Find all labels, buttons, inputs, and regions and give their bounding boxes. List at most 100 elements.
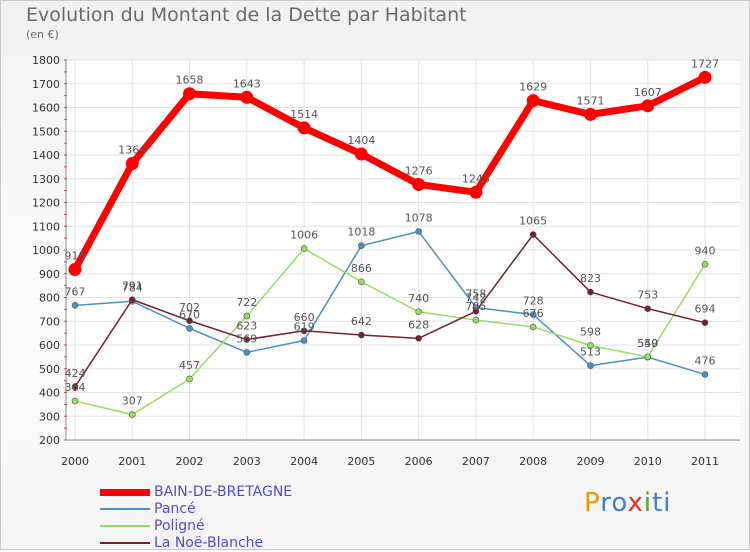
data-label: 1658 xyxy=(176,74,204,87)
data-point xyxy=(71,397,79,405)
data-label: 623 xyxy=(236,320,257,333)
y-tick-label: 400 xyxy=(39,387,60,400)
data-label: 364 xyxy=(65,381,86,394)
y-tick-label: 1500 xyxy=(32,125,60,138)
data-label: 1571 xyxy=(576,94,604,107)
legend-label: Poligné xyxy=(154,518,205,534)
data-label: 676 xyxy=(523,307,544,320)
data-label: 424 xyxy=(65,367,86,380)
data-point xyxy=(71,383,79,391)
data-label: 722 xyxy=(236,296,257,309)
data-label: 1006 xyxy=(290,229,318,242)
data-point xyxy=(412,177,426,191)
data-label: 705 xyxy=(465,300,486,313)
data-point xyxy=(701,319,709,326)
data-label: 1514 xyxy=(290,108,318,121)
data-label: 791 xyxy=(122,280,143,293)
data-point xyxy=(297,121,311,135)
y-tick-label: 800 xyxy=(39,292,60,305)
data-point xyxy=(529,323,537,331)
data-point xyxy=(186,317,193,325)
x-tick-label: 2003 xyxy=(233,455,261,468)
data-point xyxy=(240,90,254,104)
data-point xyxy=(358,278,365,286)
x-tick-label: 2006 xyxy=(405,455,433,468)
data-point xyxy=(125,157,139,171)
data-label: 740 xyxy=(408,292,429,305)
series-line xyxy=(74,233,706,388)
logo-letter: x xyxy=(627,488,644,518)
data-point xyxy=(186,325,193,332)
data-point xyxy=(68,262,82,276)
legend-swatch xyxy=(100,508,150,510)
data-point xyxy=(128,411,136,418)
data-point xyxy=(300,245,308,252)
data-label: 598 xyxy=(580,325,601,338)
chart-title: Evolution du Montant de la Dette par Hab… xyxy=(26,4,467,26)
data-label: 1404 xyxy=(347,134,375,147)
y-tick-label: 1200 xyxy=(32,197,60,210)
data-label: 694 xyxy=(695,303,716,316)
data-point xyxy=(529,311,537,318)
x-tick-label: 2009 xyxy=(576,455,604,468)
line-chart: 200 300 400 500 600 700 800 900 1000 1100 1200 1300… xyxy=(32,54,740,468)
y-tick-label: 200 xyxy=(39,434,60,447)
y-tick-label: 1600 xyxy=(32,102,60,115)
data-label: 550 xyxy=(637,337,658,350)
legend-label: La Noë-Blanche xyxy=(154,535,264,551)
data-point xyxy=(415,228,422,235)
data-label: 569 xyxy=(236,332,257,345)
data-point xyxy=(300,337,308,344)
data-label: 1364 xyxy=(118,144,146,157)
y-tick-label: 300 xyxy=(39,410,60,423)
data-point xyxy=(243,312,251,320)
data-point xyxy=(71,302,79,309)
y-tick-label: 1700 xyxy=(32,78,60,91)
data-point xyxy=(469,185,483,199)
data-point xyxy=(587,342,594,349)
data-point xyxy=(415,308,422,316)
data-label: 628 xyxy=(408,318,429,331)
logo-letter: P xyxy=(584,488,601,518)
data-label: 767 xyxy=(65,285,86,298)
x-tick-label: 2007 xyxy=(462,455,490,468)
data-label: 307 xyxy=(122,395,143,408)
series-line xyxy=(74,247,706,416)
data-label: 1078 xyxy=(405,211,433,224)
x-tick-label: 2001 xyxy=(118,455,146,468)
data-point xyxy=(701,371,709,378)
x-tick-label: 2008 xyxy=(519,455,547,468)
data-label: 1243 xyxy=(462,172,490,185)
legend-label: Pancé xyxy=(154,501,196,517)
data-point xyxy=(698,70,712,84)
data-point xyxy=(587,288,594,296)
data-label: 513 xyxy=(580,346,601,359)
data-point xyxy=(701,260,709,268)
x-tick-label: 2010 xyxy=(634,455,662,468)
data-label: 457 xyxy=(179,359,200,372)
data-point xyxy=(128,296,136,303)
data-point xyxy=(529,231,537,238)
y-tick-label: 900 xyxy=(39,268,60,281)
data-label: 670 xyxy=(179,308,200,321)
data-point xyxy=(243,349,251,356)
data-point xyxy=(583,107,597,121)
data-point xyxy=(641,99,655,113)
data-label: 1629 xyxy=(519,81,547,94)
data-label: 728 xyxy=(523,295,544,308)
data-point xyxy=(354,147,368,161)
y-tick-label: 1400 xyxy=(32,149,60,162)
data-label: 1727 xyxy=(691,57,719,70)
data-point xyxy=(183,87,197,101)
x-tick-label: 2004 xyxy=(290,455,318,468)
proxiti-logo: Proxiti xyxy=(584,488,672,518)
data-point xyxy=(644,353,652,361)
data-point xyxy=(186,375,193,383)
y-tick-label: 1000 xyxy=(32,244,60,257)
x-tick-label: 2002 xyxy=(176,455,204,468)
data-point xyxy=(358,242,365,250)
y-tick-label: 700 xyxy=(39,315,60,328)
data-label: 940 xyxy=(695,244,716,257)
data-point xyxy=(472,307,480,315)
data-label: 918 xyxy=(65,249,86,262)
